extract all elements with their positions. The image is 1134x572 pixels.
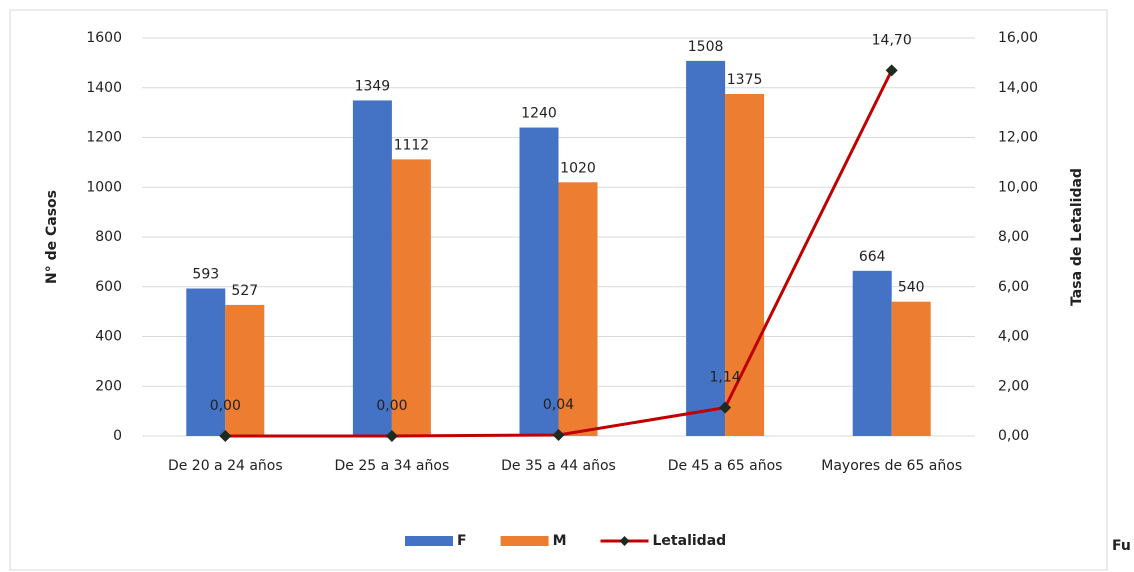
bar	[391, 159, 431, 436]
data-label: 1,14	[710, 370, 741, 386]
bar	[891, 301, 931, 436]
data-label: 1375	[727, 72, 763, 88]
line-marker	[552, 429, 565, 442]
y-tick-label: 1200	[86, 130, 122, 146]
bar	[519, 127, 559, 437]
line-marker	[885, 64, 898, 77]
y2-tick-label: 6,00	[998, 279, 1029, 295]
y-tick-label: 1600	[86, 30, 122, 46]
y2-axis-title: Tasa de Letalidad	[1069, 168, 1085, 306]
bar	[225, 304, 265, 436]
line-marker	[719, 401, 732, 414]
data-label: 593	[192, 266, 219, 282]
legend-swatch	[500, 536, 549, 546]
y-tick-label: 600	[95, 279, 122, 295]
bar	[186, 288, 226, 436]
y2-tick-label: 14,00	[998, 80, 1038, 96]
bar	[725, 93, 765, 436]
data-label: 1508	[688, 39, 724, 55]
data-label: 664	[859, 249, 886, 265]
legend-label: Letalidad	[653, 533, 727, 549]
y2-tick-label: 8,00	[998, 229, 1029, 245]
y-tick-label: 1400	[86, 80, 122, 96]
data-label: 0,00	[210, 398, 241, 414]
y-tick-label: 800	[95, 229, 122, 245]
y-axis-title: N° de Casos	[44, 190, 60, 284]
y2-tick-label: 4,00	[998, 329, 1029, 345]
x-tick-label: De 45 a 65 años	[668, 458, 783, 474]
data-label: 0,04	[543, 397, 574, 413]
x-tick-label: De 35 a 44 años	[501, 458, 616, 474]
x-tick-label: De 20 a 24 años	[168, 458, 283, 474]
y2-tick-label: 0,00	[998, 428, 1029, 444]
legend-label: M	[553, 533, 567, 549]
y-tick-label: 0	[113, 428, 122, 444]
bar	[558, 182, 598, 436]
bar	[852, 270, 892, 436]
x-tick-label: Mayores de 65 años	[821, 458, 962, 474]
line-marker	[385, 430, 398, 442]
legend-marker	[619, 536, 630, 546]
line-marker	[219, 430, 232, 442]
x-tick-label: De 25 a 34 años	[335, 458, 450, 474]
y2-tick-label: 12,00	[998, 130, 1038, 146]
y-tick-label: 200	[95, 378, 122, 394]
y2-tick-label: 16,00	[998, 30, 1038, 46]
legend-swatch	[405, 536, 453, 546]
y-tick-label: 400	[95, 329, 122, 345]
y2-tick-label: 10,00	[998, 179, 1038, 195]
data-label: 527	[231, 283, 258, 299]
data-label: 1349	[355, 78, 391, 94]
bar	[686, 60, 726, 436]
data-label: 540	[898, 280, 925, 296]
data-label: 1112	[394, 137, 430, 153]
legend-label: F	[457, 533, 467, 549]
data-label: 14,70	[872, 32, 912, 48]
annotation: Fu	[1112, 538, 1131, 554]
y-tick-label: 1000	[86, 179, 122, 195]
data-label: 0,00	[376, 398, 407, 414]
data-label: 1020	[560, 160, 596, 176]
y2-tick-label: 2,00	[998, 378, 1029, 394]
data-label: 1240	[521, 106, 557, 122]
bar	[352, 100, 392, 436]
